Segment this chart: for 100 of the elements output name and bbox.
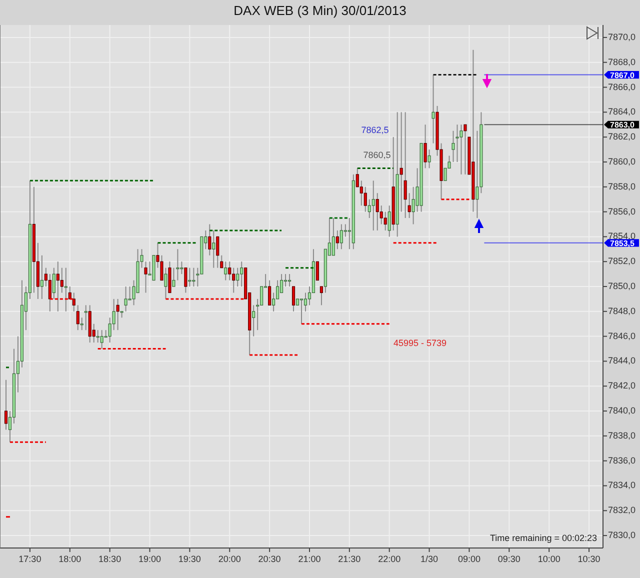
candlestick [116, 298, 120, 331]
y-tick-label: 7830,0 [608, 530, 636, 540]
x-tick-label: 18:30 [98, 554, 122, 564]
candlestick [412, 186, 415, 225]
candlestick [260, 286, 264, 306]
candlestick [268, 280, 272, 306]
y-tick-label: 7848,0 [608, 306, 636, 316]
candlestick [76, 304, 80, 331]
candlestick [304, 292, 308, 312]
x-tick-label: 1/30 [420, 554, 438, 564]
x-tick-label: 20:00 [218, 554, 241, 564]
candlestick [320, 286, 324, 306]
candlestick [216, 236, 220, 268]
candlestick [236, 267, 240, 287]
y-tick-label: 7858,0 [608, 181, 636, 192]
candlestick [68, 286, 72, 300]
y-tick-label: 7836,0 [608, 455, 636, 466]
candlestick [212, 230, 216, 268]
candlestick [384, 211, 387, 231]
candlestick [316, 261, 320, 281]
candlestick [400, 112, 403, 212]
y-tick-label: 7864,0 [608, 106, 636, 117]
candlestick [368, 198, 371, 219]
ref-line-label: 7863,0 [610, 120, 636, 130]
x-tick-label: 09:30 [498, 554, 520, 564]
candlestick [388, 205, 391, 238]
ref-line-label: 7867,0 [610, 70, 636, 80]
candlestick [184, 267, 188, 294]
candlestick [60, 267, 64, 294]
chart-title: DAX WEB (3 Min) 30/01/2013 [234, 3, 406, 18]
y-tick-label: 7842,0 [608, 380, 636, 391]
y-tick-label: 7856,0 [608, 206, 636, 216]
candlestick [372, 180, 375, 231]
candlestick [432, 74, 435, 144]
candlestick [428, 149, 431, 169]
candlestick [192, 267, 196, 287]
y-tick-label: 7834,0 [608, 480, 636, 490]
x-tick-label: 19:30 [178, 554, 201, 564]
annotation: 7862,5 [361, 125, 389, 135]
candlestick [80, 317, 84, 331]
ref-line-label: 7853,5 [610, 238, 636, 248]
candlestick [460, 124, 463, 175]
candlestick [40, 254, 44, 300]
candlestick [464, 124, 467, 175]
candlestick [224, 261, 228, 281]
candlestick [96, 330, 100, 344]
candlestick [228, 261, 232, 281]
y-tick-label: 7854,0 [608, 231, 636, 242]
candlestick [56, 261, 60, 312]
candlestick [84, 304, 88, 331]
candlestick [180, 261, 184, 275]
candlestick [408, 192, 411, 219]
x-tick-label: 09:00 [458, 554, 480, 564]
candlestick [124, 286, 128, 312]
y-tick-label: 7844,0 [608, 356, 636, 366]
y-tick-label: 7850,0 [608, 281, 636, 291]
candlestick [340, 224, 343, 250]
candlestick [376, 192, 379, 231]
x-tick-label: 17:30 [18, 554, 42, 564]
candlestick [208, 224, 212, 256]
candlestick [48, 274, 52, 312]
candlestick [164, 267, 168, 300]
y-tick-label: 7838,0 [608, 430, 636, 440]
y-tick-label: 7860,0 [608, 156, 636, 166]
y-tick-label: 7862,0 [608, 132, 636, 142]
y-tick-label: 7832,0 [608, 505, 636, 516]
candlestick [300, 298, 304, 324]
y-tick-label: 7852,0 [608, 256, 636, 266]
candlestick [424, 124, 427, 169]
candlestick [72, 292, 76, 312]
candlestick [404, 112, 407, 219]
y-tick-label: 7866,0 [608, 82, 636, 92]
x-tick-label: 20:30 [258, 554, 281, 564]
candlestick [240, 261, 244, 287]
x-tick-label: 19:00 [138, 554, 162, 564]
candlestick [252, 304, 256, 337]
annotation: Time remaining = 00:02:23 [490, 533, 597, 543]
y-tick-label: 7840,0 [608, 406, 636, 416]
candlestick [100, 330, 104, 350]
candlestick [52, 267, 56, 300]
x-tick-label: 21:00 [298, 554, 321, 564]
x-tick-label: 10:00 [538, 554, 560, 564]
candlestick [336, 230, 339, 250]
candlestick [292, 286, 296, 312]
x-tick-label: 10:30 [578, 554, 600, 564]
candlestick [188, 267, 192, 287]
candlestick [4, 379, 8, 430]
candlestick [332, 218, 335, 256]
candlestick [220, 254, 224, 268]
x-tick-label: 22:00 [378, 554, 401, 564]
x-tick-label: 18:00 [58, 554, 82, 564]
candlestick [64, 267, 68, 312]
candlestick [364, 186, 367, 212]
y-tick-label: 7870,0 [608, 32, 636, 42]
y-tick-label: 7846,0 [608, 330, 636, 341]
candlestick [288, 274, 292, 287]
annotation: 7860,5 [363, 150, 391, 160]
candlestick [232, 267, 236, 294]
x-tick-label: 21:30 [338, 554, 361, 564]
y-tick-label: 7868,0 [608, 56, 636, 67]
